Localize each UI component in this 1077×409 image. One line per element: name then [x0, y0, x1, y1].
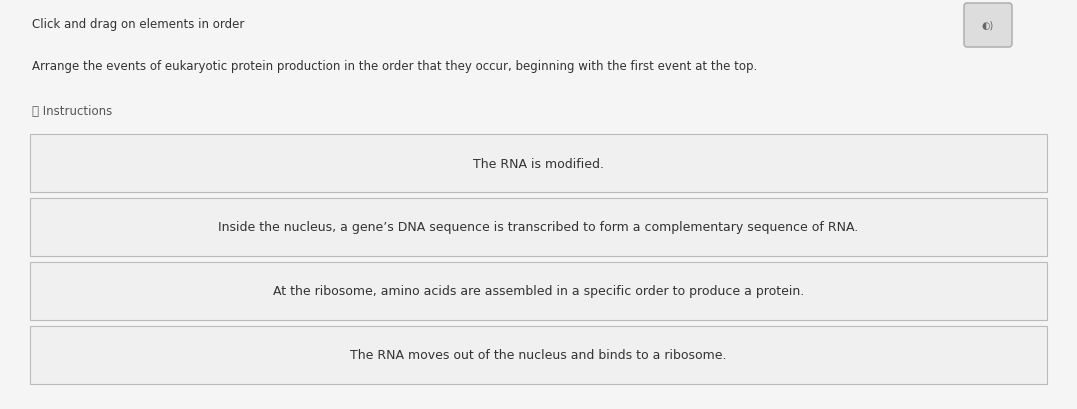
FancyBboxPatch shape [30, 198, 1047, 256]
FancyBboxPatch shape [30, 262, 1047, 320]
FancyBboxPatch shape [964, 4, 1012, 48]
Text: ⓘ Instructions: ⓘ Instructions [32, 105, 112, 118]
FancyBboxPatch shape [30, 135, 1047, 193]
Text: Arrange the events of eukaryotic protein production in the order that they occur: Arrange the events of eukaryotic protein… [32, 60, 757, 73]
FancyBboxPatch shape [30, 326, 1047, 384]
Text: Inside the nucleus, a gene’s DNA sequence is transcribed to form a complementary: Inside the nucleus, a gene’s DNA sequenc… [219, 221, 858, 234]
Text: The RNA is modified.: The RNA is modified. [473, 157, 604, 170]
Text: Click and drag on elements in order: Click and drag on elements in order [32, 18, 244, 31]
Text: The RNA moves out of the nucleus and binds to a ribosome.: The RNA moves out of the nucleus and bin… [350, 348, 727, 362]
Text: At the ribosome, amino acids are assembled in a specific order to produce a prot: At the ribosome, amino acids are assembl… [272, 285, 805, 298]
Text: ◐): ◐) [982, 21, 994, 31]
